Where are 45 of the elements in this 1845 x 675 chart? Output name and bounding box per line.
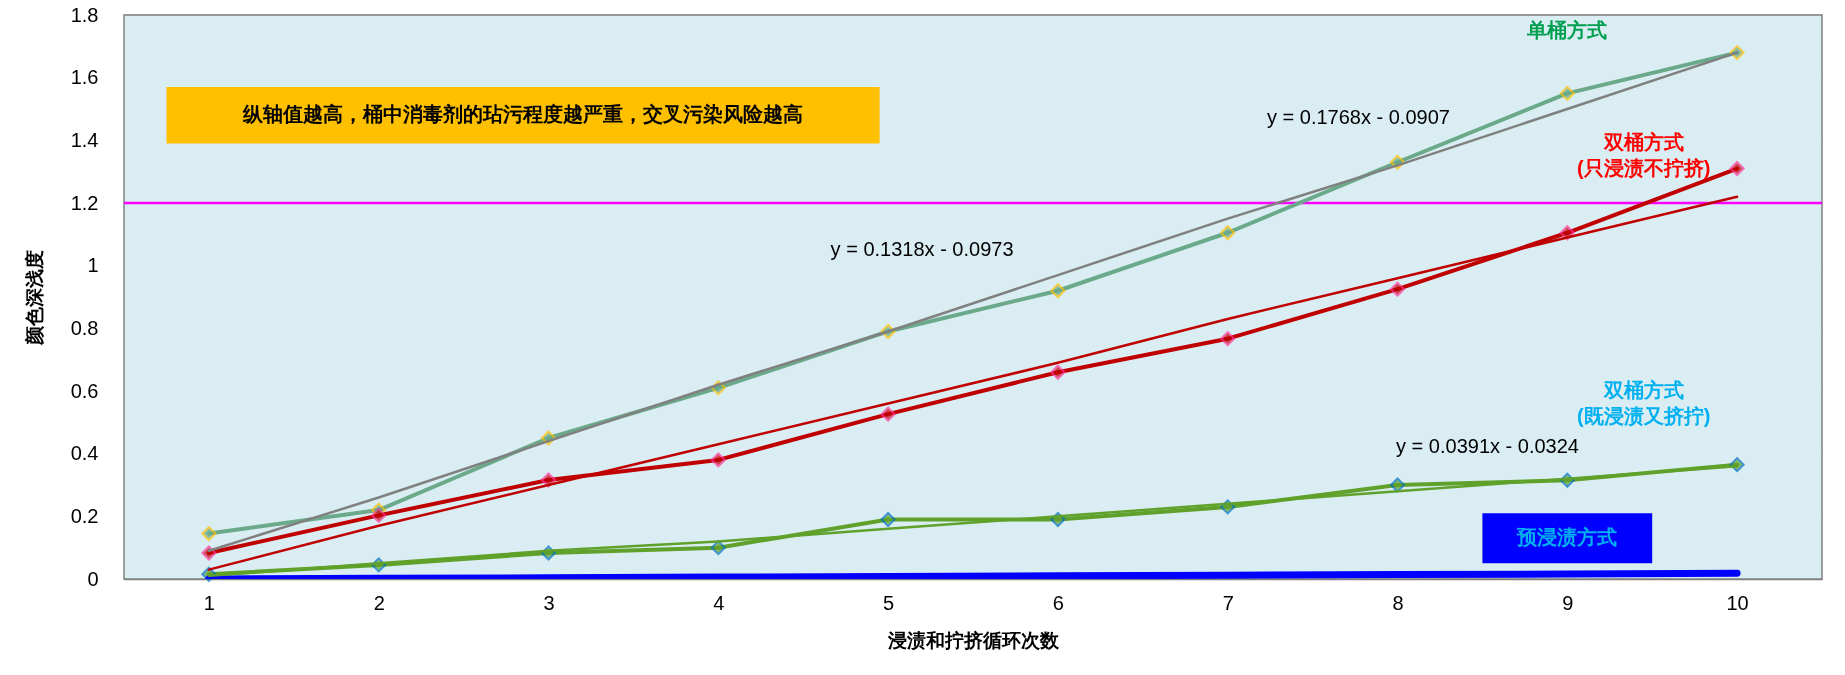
point — [540, 472, 557, 488]
y-tick-label: 0.6 — [70, 379, 99, 402]
x-tick-label: 8 — [1392, 591, 1404, 614]
x-tick-label: 1 — [203, 591, 215, 614]
x-axis-title: 浸渍和拧挤循环次数 — [887, 629, 1060, 651]
x-tick-label: 5 — [883, 591, 895, 614]
point — [1389, 477, 1406, 493]
x-tick-label: 10 — [1726, 591, 1749, 614]
y-tick-label: 0 — [87, 567, 99, 590]
y-tick-label: 1.4 — [70, 128, 99, 151]
y-tick-label: 0.8 — [70, 316, 99, 339]
text: 单桶方式 — [1526, 18, 1608, 41]
series-label: 双桶方式 (既浸渍又挤拧) — [1577, 379, 1711, 427]
point — [880, 406, 896, 422]
x-tick-label: 4 — [713, 591, 725, 614]
point — [1389, 281, 1406, 297]
x-tick-label: 9 — [1562, 591, 1574, 614]
point — [201, 526, 217, 542]
series-label: 预浸渍方式 — [1516, 526, 1618, 549]
y-tick-label: 1.2 — [70, 191, 99, 214]
point — [1220, 331, 1236, 347]
point — [1729, 161, 1745, 177]
x-tick-label: 3 — [543, 591, 555, 614]
annotation: y = 0.0391x - 0.0324 — [1396, 435, 1579, 458]
y-axis-title: 颜色深浅度 — [23, 250, 45, 346]
y-tick-label: 0.4 — [70, 442, 99, 465]
y-tick-label: 1.8 — [70, 3, 99, 26]
point — [1220, 225, 1236, 241]
point — [710, 540, 726, 556]
y-tick-label: 0.2 — [70, 504, 99, 527]
point — [1559, 85, 1575, 101]
x-tick-label: 7 — [1222, 591, 1234, 614]
annotation: 纵轴值越高，桶中消毒剂的玷污程度越严重，交叉污染风险越高 — [242, 103, 804, 126]
point — [880, 511, 896, 527]
annotation: y = 0.1318x - 0.0973 — [830, 238, 1014, 260]
point — [710, 452, 726, 468]
point — [1050, 283, 1066, 299]
annotation: y = 0.1768x - 0.0907 — [1266, 106, 1450, 129]
point — [371, 507, 387, 523]
y-tick-label: 1 — [87, 254, 99, 277]
y-tick-label: 1.6 — [70, 66, 99, 89]
series-label: 双桶方式 (只浸渍不拧挤) — [1577, 131, 1711, 180]
x-tick-label: 2 — [373, 591, 385, 614]
point — [1050, 364, 1066, 380]
x-tick-label: 6 — [1052, 591, 1064, 614]
